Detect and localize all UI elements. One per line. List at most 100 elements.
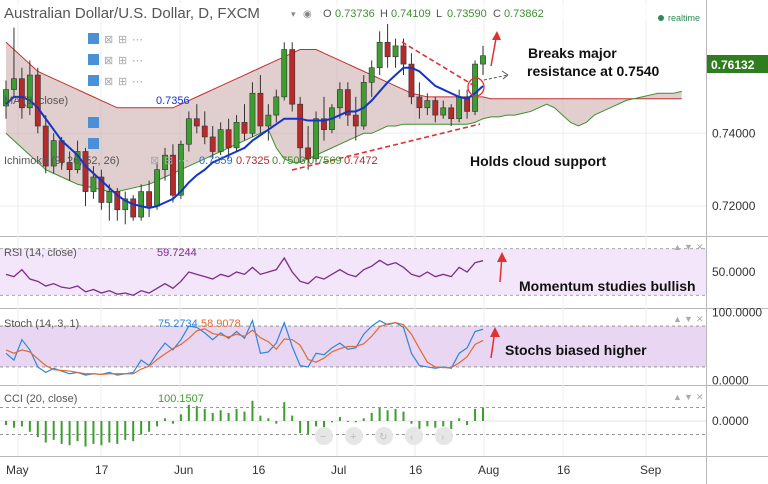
- candle-bull: [50, 140, 57, 167]
- candle-bull: [392, 45, 399, 58]
- arrow-down-icon[interactable]: ▼: [684, 242, 693, 252]
- candle: [432, 96, 439, 123]
- close-icon[interactable]: ✕: [696, 242, 704, 252]
- candle: [376, 31, 383, 76]
- cci-bar: [434, 421, 437, 428]
- close-icon[interactable]: ✕: [696, 392, 704, 402]
- arrow-up-icon[interactable]: ▲: [673, 314, 682, 324]
- candle: [42, 115, 49, 174]
- candle-bull: [368, 67, 375, 83]
- stoch-series: [0, 318, 706, 376]
- candle-bull: [281, 49, 288, 98]
- plus-icon[interactable]: ⊞: [118, 55, 127, 67]
- stoch-tick-label: 100.0000: [712, 305, 762, 319]
- stoch-legend-label[interactable]: Stoch (14, 3, 1): [4, 318, 79, 330]
- zoom-in-button[interactable]: [345, 427, 363, 445]
- ichimoku-legend-controls[interactable]: ⊠ ⊞ ⋯: [150, 155, 189, 167]
- candle: [74, 140, 81, 174]
- chart-header: Australian Dollar/U.S. Dollar, D, FXCM ▾…: [0, 3, 700, 23]
- arrow-up-icon[interactable]: ▲: [673, 242, 682, 252]
- settings-icon[interactable]: [88, 33, 99, 44]
- settings-icon[interactable]: [88, 75, 99, 86]
- up-arrowhead-price: [492, 31, 501, 40]
- candle: [66, 151, 73, 181]
- candle-bear: [114, 191, 121, 211]
- reset-view-button[interactable]: [375, 427, 393, 445]
- price-tick-label: 0.74000: [712, 126, 756, 140]
- eye-icon[interactable]: ◉: [303, 9, 312, 20]
- candle: [146, 180, 152, 218]
- stoch-d-line: [5, 322, 484, 376]
- candle-bear: [209, 136, 216, 152]
- nav-buttons[interactable]: − + ↻ ‹ ›: [315, 427, 453, 445]
- candle-bear: [146, 191, 152, 207]
- cci-bar: [140, 421, 143, 435]
- plus-icon[interactable]: ⊞: [164, 155, 173, 167]
- last-price-badge: [707, 55, 768, 73]
- chevron-down-icon[interactable]: ▾: [291, 9, 296, 19]
- close-icon[interactable]: ✕: [696, 314, 704, 324]
- legend-controls[interactable]: ⊠ ⊞ ⋯ ⊠ ⊞ ⋯ ⊠ ⊞ ⋯: [88, 33, 143, 149]
- cci-bar: [187, 404, 190, 421]
- candle-bull: [233, 122, 240, 149]
- breakout-circle: [467, 77, 485, 97]
- candle-bull: [154, 169, 160, 207]
- more-icon[interactable]: ⋯: [132, 55, 143, 67]
- cloud-span-a: [5, 90, 682, 193]
- candle: [336, 82, 343, 119]
- scroll-right-button[interactable]: [435, 427, 453, 445]
- ohlc-low-label: L: [436, 8, 442, 20]
- candle: [392, 38, 399, 68]
- rsi-legend-label[interactable]: RSI (14, close): [4, 247, 77, 259]
- ichimoku-legend-label[interactable]: Ichimoku (9, 26, 52, 26): [4, 155, 120, 167]
- more-icon[interactable]: ⋯: [132, 34, 143, 46]
- ma-legend-value: 0.7356: [156, 95, 190, 107]
- more-icon[interactable]: ⋯: [132, 76, 143, 88]
- stoch-d-value: 58.9078: [201, 318, 241, 330]
- cci-bar: [211, 412, 214, 421]
- candle: [344, 82, 351, 127]
- close-icon[interactable]: ⊠: [104, 34, 113, 46]
- pane-controls[interactable]: ▲ ▼ ✕ ▲ ▼ ✕ ▲ ▼ ✕: [673, 242, 704, 402]
- up-arrowhead-stoch: [490, 327, 500, 337]
- realtime-label: realtime: [668, 13, 700, 23]
- cci-bar: [410, 421, 413, 424]
- settings-icon[interactable]: [88, 138, 99, 149]
- arrow-down-icon[interactable]: ▼: [684, 392, 693, 402]
- candle: [249, 82, 256, 137]
- candle: [289, 42, 296, 112]
- candle: [257, 75, 264, 134]
- close-icon[interactable]: ⊠: [150, 155, 159, 167]
- price-tick-label: 0.72000: [712, 199, 756, 213]
- cci-legend-label[interactable]: CCI (20, close): [4, 393, 77, 405]
- plus-icon[interactable]: ⊞: [118, 76, 127, 88]
- zoom-out-button[interactable]: [315, 427, 333, 445]
- close-icon[interactable]: ⊠: [104, 76, 113, 88]
- ma-legend-label[interactable]: MA (9, close): [4, 95, 68, 107]
- more-icon[interactable]: ⋯: [178, 155, 189, 167]
- settings-icon[interactable]: [88, 54, 99, 65]
- cci-bar: [378, 407, 381, 421]
- candle-bear: [18, 78, 25, 109]
- cci-bar: [124, 421, 127, 440]
- candle: [201, 111, 208, 145]
- settings-icon[interactable]: [88, 117, 99, 128]
- close-icon[interactable]: ⊠: [104, 55, 113, 67]
- cloud-fill: [6, 42, 682, 192]
- ohlc-open-value: 0.73736: [335, 8, 375, 20]
- stoch-legend: Stoch (14, 3, 1) 75.2734 58.9078 Stochs …: [4, 318, 647, 358]
- time-tick-label: Aug: [478, 463, 499, 477]
- arrow-up-icon[interactable]: ▲: [673, 392, 682, 402]
- candle: [297, 96, 304, 163]
- last-price-marker: 0.76132: [707, 55, 768, 73]
- candle-bear: [432, 100, 439, 116]
- candle-bull: [178, 143, 184, 196]
- cci-legend-value: 100.1507: [158, 393, 204, 405]
- scroll-left-button[interactable]: [405, 427, 423, 445]
- symbol-title[interactable]: Australian Dollar/U.S. Dollar, D, FXCM: [4, 5, 260, 22]
- candle-bear: [344, 89, 351, 116]
- plus-icon[interactable]: ⊞: [118, 34, 127, 46]
- time-tick-label: Jun: [174, 463, 193, 477]
- time-tick-label: Sep: [640, 463, 662, 477]
- arrow-down-icon[interactable]: ▼: [684, 314, 693, 324]
